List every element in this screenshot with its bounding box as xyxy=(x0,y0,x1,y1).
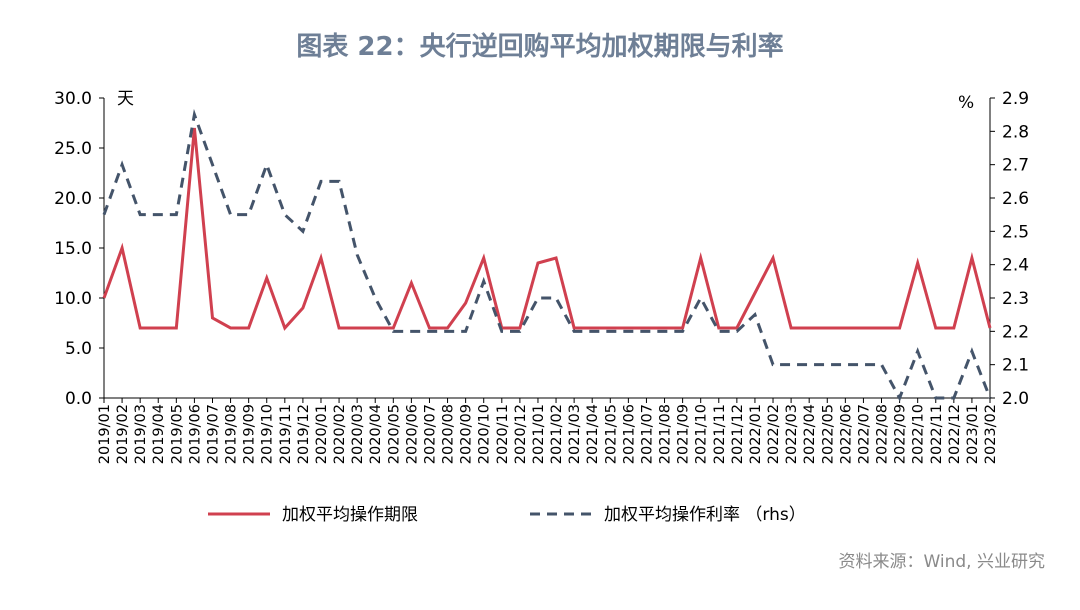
y2-tick-label: 2.6 xyxy=(1002,189,1029,209)
x-tick-label: 2019/07 xyxy=(205,404,221,464)
x-tick-label: 2020/12 xyxy=(513,404,529,464)
x-tick-label: 2020/11 xyxy=(495,404,511,464)
chart-title: 图表 22：央行逆回购平均加权期限与利率 xyxy=(296,31,783,62)
y-unit: 天 xyxy=(117,89,134,109)
x-tick-label: 2019/06 xyxy=(187,404,203,464)
x-tick-label: 2022/07 xyxy=(856,404,872,464)
x-tick-label: 2023/01 xyxy=(965,404,981,464)
source: 资料来源：Wind, 兴业研究 xyxy=(838,552,1045,572)
x-tick-label: 2021/04 xyxy=(585,404,601,464)
x-tick-label: 2021/02 xyxy=(549,404,565,464)
x-tick-label: 2023/02 xyxy=(983,404,999,464)
x-tick-label: 2020/03 xyxy=(350,404,366,464)
x-tick-label: 2020/04 xyxy=(368,404,384,464)
x-tick-label: 2021/10 xyxy=(694,404,710,464)
legend-label: 加权平均操作期限 xyxy=(282,505,418,525)
x-tick-label: 2019/03 xyxy=(133,404,149,464)
x-tick-label: 2022/08 xyxy=(875,404,891,464)
x-tick-label: 2019/12 xyxy=(296,404,312,464)
y-tick-label: 25.0 xyxy=(54,139,92,159)
x-tick-label: 2019/02 xyxy=(115,404,131,464)
y2-tick-label: 2.7 xyxy=(1002,156,1029,176)
x-tick-label: 2022/05 xyxy=(820,404,836,464)
x-tick-label: 2022/06 xyxy=(838,404,854,464)
x-tick-label: 2021/05 xyxy=(603,404,619,464)
x-tick-label: 2019/09 xyxy=(242,404,258,464)
y2-tick-label: 2.2 xyxy=(1002,322,1029,342)
x-tick-label: 2021/08 xyxy=(658,404,674,464)
x-tick-label: 2021/03 xyxy=(567,404,583,464)
x-tick-label: 2019/10 xyxy=(260,404,276,464)
x-tick-label: 2022/01 xyxy=(748,404,764,464)
x-tick-label: 2022/12 xyxy=(947,404,963,464)
y2-tick-label: 2.4 xyxy=(1002,256,1029,276)
y2-unit: % xyxy=(958,93,974,113)
y2-tick-label: 2.1 xyxy=(1002,356,1029,376)
x-tick-label: 2019/11 xyxy=(278,404,294,464)
x-tick-label: 2019/04 xyxy=(151,404,167,464)
y2-tick-label: 2.0 xyxy=(1002,389,1029,409)
x-tick-label: 2020/01 xyxy=(314,404,330,464)
x-tick-label: 2020/07 xyxy=(422,404,438,464)
x-tick-label: 2019/08 xyxy=(224,404,240,464)
line-series xyxy=(102,127,992,331)
y2-tick-label: 2.3 xyxy=(1002,289,1029,309)
x-tick-label: 2020/09 xyxy=(459,404,475,464)
x-tick-label: 2020/02 xyxy=(332,404,348,464)
x-tick-label: 2021/12 xyxy=(730,404,746,464)
x-tick-label: 2021/11 xyxy=(712,404,728,464)
x-tick-label: 2022/10 xyxy=(911,404,927,464)
x-tick-label: 2020/05 xyxy=(386,404,402,464)
y-tick-label: 5.0 xyxy=(65,339,92,359)
x-tick-label: 2021/07 xyxy=(639,404,655,464)
x-tick-label: 2020/10 xyxy=(477,404,493,464)
x-tick-label: 2020/08 xyxy=(441,404,457,464)
x-tick-label: 2022/04 xyxy=(802,404,818,464)
legend-label: 加权平均操作利率 （rhs） xyxy=(604,505,806,525)
y-tick-label: 0.0 xyxy=(65,389,92,409)
x-tick-label: 2021/01 xyxy=(531,404,547,464)
x-tick-label: 2022/09 xyxy=(893,404,909,464)
x-tick-label: 2020/06 xyxy=(404,404,420,464)
y2-tick-label: 2.8 xyxy=(1002,122,1029,142)
y2-tick-label: 2.9 xyxy=(1002,89,1029,109)
y-tick-label: 10.0 xyxy=(54,289,92,309)
x-tick-label: 2022/02 xyxy=(766,404,782,464)
y2-tick-label: 2.5 xyxy=(1002,222,1029,242)
x-tick-label: 2022/11 xyxy=(929,404,945,464)
y-tick-label: 30.0 xyxy=(54,89,92,109)
x-tick-label: 2022/03 xyxy=(784,404,800,464)
x-tick-label: 2021/09 xyxy=(676,404,692,464)
line-series xyxy=(102,108,992,402)
x-tick-label: 2019/05 xyxy=(169,404,185,464)
x-tick-label: 2021/06 xyxy=(621,404,637,464)
y-tick-label: 15.0 xyxy=(54,239,92,259)
y-tick-label: 20.0 xyxy=(54,189,92,209)
x-tick-label: 2019/01 xyxy=(97,404,113,464)
